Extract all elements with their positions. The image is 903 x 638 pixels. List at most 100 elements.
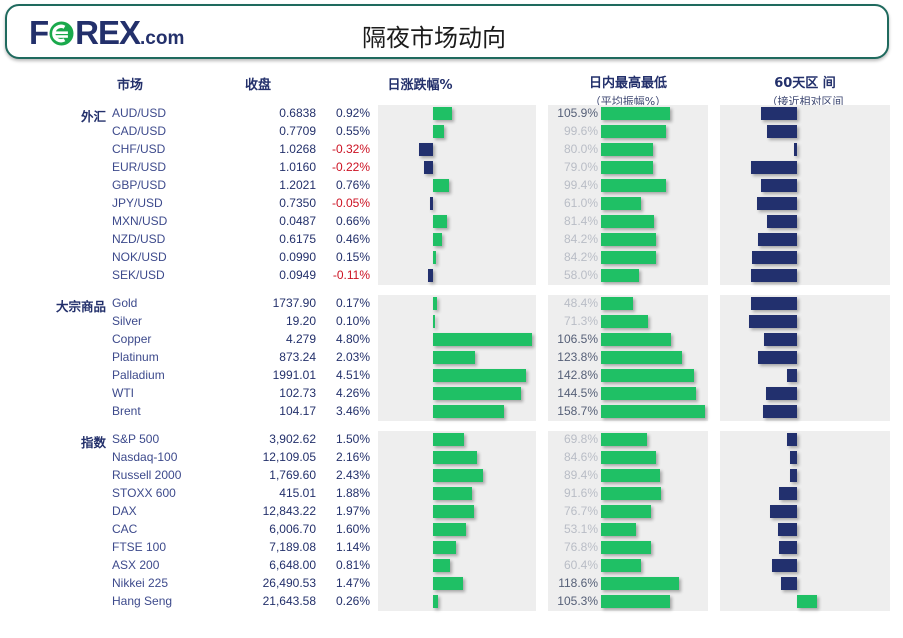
daily-change-pct: 0.46% bbox=[335, 232, 370, 246]
atr-bar bbox=[601, 215, 655, 228]
range60-bar bbox=[786, 433, 797, 446]
table-row[interactable]: Palladium 1991.01 4.51% bbox=[0, 367, 903, 385]
daily-change-pct: 1.60% bbox=[335, 522, 370, 536]
atr-bar bbox=[601, 541, 652, 554]
table-row[interactable]: 外汇 AUD/USD 0.6838 0.92% bbox=[0, 105, 903, 124]
table-row[interactable]: SEK/USD 0.0949 -0.11% bbox=[0, 267, 903, 285]
daily-change-bar bbox=[430, 197, 433, 210]
daily-change-pct: 3.46% bbox=[335, 404, 370, 418]
table-row[interactable]: GBP/USD 1.2021 0.76% bbox=[0, 177, 903, 195]
range60-bar bbox=[761, 179, 797, 192]
table-row[interactable]: Nasdaq-100 12,109.05 2.16% bbox=[0, 449, 903, 467]
table-row[interactable]: WTI 102.73 4.26% bbox=[0, 385, 903, 403]
close-price: 0.7350 bbox=[279, 196, 316, 210]
daily-change-pct: 0.76% bbox=[335, 178, 370, 192]
logo-text-rex: REX bbox=[75, 14, 141, 51]
chart-panel bbox=[378, 105, 536, 285]
daily-change-bar bbox=[433, 315, 436, 328]
range60-bar bbox=[770, 505, 797, 518]
daily-change-bar bbox=[433, 469, 484, 482]
atr-value: 106.5% bbox=[557, 332, 598, 346]
instrument-name: DAX bbox=[112, 504, 137, 518]
table-row[interactable]: NOK/USD 0.0990 0.15% bbox=[0, 249, 903, 267]
table-row[interactable]: Platinum 873.24 2.03% bbox=[0, 349, 903, 367]
range60-bar bbox=[750, 161, 797, 174]
close-price: 415.01 bbox=[279, 486, 316, 500]
close-price: 1.0160 bbox=[279, 160, 316, 174]
table-row[interactable]: Hang Seng 21,643.58 0.26% bbox=[0, 593, 903, 611]
table-row[interactable]: 大宗商品 Gold 1737.90 0.17% bbox=[0, 295, 903, 314]
daily-change-bar bbox=[433, 297, 437, 310]
close-price: 104.17 bbox=[279, 404, 316, 418]
close-price: 0.0949 bbox=[279, 268, 316, 282]
table-row[interactable]: CAD/USD 0.7709 0.55% bbox=[0, 123, 903, 141]
daily-change-pct: 1.47% bbox=[335, 576, 370, 590]
range60-bar bbox=[762, 405, 797, 418]
table-row[interactable]: Silver 19.20 0.10% bbox=[0, 313, 903, 331]
table-row[interactable]: STOXX 600 415.01 1.88% bbox=[0, 485, 903, 503]
instrument-name: SEK/USD bbox=[112, 268, 165, 282]
instrument-name: Gold bbox=[112, 296, 138, 310]
close-price: 1991.01 bbox=[272, 368, 316, 382]
table-row[interactable]: CHF/USD 1.0268 -0.32% bbox=[0, 141, 903, 159]
atr-bar bbox=[601, 451, 657, 464]
daily-change-bar bbox=[433, 405, 505, 418]
table-row[interactable]: Russell 2000 1,769.60 2.43% bbox=[0, 467, 903, 485]
table-row[interactable]: 指数 S&P 500 3,902.62 1.50% bbox=[0, 431, 903, 450]
table-row[interactable]: FTSE 100 7,189.08 1.14% bbox=[0, 539, 903, 557]
daily-change-bar bbox=[433, 433, 464, 446]
table-row[interactable]: Nikkei 225 26,490.53 1.47% bbox=[0, 575, 903, 593]
table-row[interactable]: NZD/USD 0.6175 0.46% bbox=[0, 231, 903, 249]
daily-change-pct: 1.14% bbox=[335, 540, 370, 554]
daily-change-bar bbox=[423, 161, 433, 174]
daily-change-bar bbox=[433, 577, 464, 590]
column-header-highlow: 日内最高最低 （平均振幅%） bbox=[528, 72, 728, 109]
atr-value: 69.8% bbox=[563, 432, 598, 446]
instrument-name: MXN/USD bbox=[112, 214, 168, 228]
instrument-name: CAC bbox=[112, 522, 138, 536]
daily-change-pct: -0.11% bbox=[332, 268, 370, 282]
table-row[interactable]: EUR/USD 1.0160 -0.22% bbox=[0, 159, 903, 177]
table-row[interactable]: Copper 4.279 4.80% bbox=[0, 331, 903, 349]
atr-bar bbox=[601, 387, 696, 400]
instrument-name: Hang Seng bbox=[112, 594, 173, 608]
section-category: 大宗商品 bbox=[0, 295, 108, 314]
header-banner: F REX.com 隔夜市场动向 bbox=[5, 4, 889, 59]
table-row[interactable]: JPY/USD 0.7350 -0.05% bbox=[0, 195, 903, 213]
section-category: 外汇 bbox=[0, 105, 108, 124]
atr-bar bbox=[601, 161, 653, 174]
atr-value: 84.2% bbox=[563, 232, 598, 246]
instrument-name: Nasdaq-100 bbox=[112, 450, 178, 464]
atr-value: 53.1% bbox=[563, 522, 598, 536]
atr-value: 89.4% bbox=[563, 468, 598, 482]
atr-value: 61.0% bbox=[563, 196, 598, 210]
atr-value: 99.6% bbox=[563, 124, 598, 138]
range60-bar bbox=[790, 469, 797, 482]
daily-change-pct: 4.26% bbox=[335, 386, 370, 400]
table-row[interactable]: ASX 200 6,648.00 0.81% bbox=[0, 557, 903, 575]
atr-value: 80.0% bbox=[563, 142, 598, 156]
instrument-name: STOXX 600 bbox=[112, 486, 176, 500]
atr-bar bbox=[601, 297, 633, 310]
daily-change-bar bbox=[428, 269, 433, 282]
chart-panel bbox=[720, 105, 890, 285]
table-row[interactable]: CAC 6,006.70 1.60% bbox=[0, 521, 903, 539]
daily-change-bar bbox=[433, 351, 475, 364]
table-section: 69.8% 指数 S&P 500 3,902.62 1.50% 84.6% Nasdaq-1… bbox=[0, 431, 903, 611]
atr-value: 158.7% bbox=[557, 404, 598, 418]
range60-bar bbox=[779, 487, 797, 500]
table-row[interactable]: DAX 12,843.22 1.97% bbox=[0, 503, 903, 521]
daily-change-bar bbox=[433, 523, 466, 536]
column-header-range60-main: 60天区 间 bbox=[774, 76, 836, 91]
table-row[interactable]: MXN/USD 0.0487 0.66% bbox=[0, 213, 903, 231]
atr-value: 142.8% bbox=[557, 368, 598, 382]
close-price: 1.0268 bbox=[279, 142, 316, 156]
close-price: 7,189.08 bbox=[269, 540, 316, 554]
forex-logo: F REX.com bbox=[29, 16, 184, 56]
daily-change-bar bbox=[419, 143, 433, 156]
instrument-name: GBP/USD bbox=[112, 178, 167, 192]
atr-value: 84.2% bbox=[563, 250, 598, 264]
atr-value: 144.5% bbox=[557, 386, 598, 400]
range60-bar bbox=[786, 369, 797, 382]
table-row[interactable]: Brent 104.17 3.46% bbox=[0, 403, 903, 421]
